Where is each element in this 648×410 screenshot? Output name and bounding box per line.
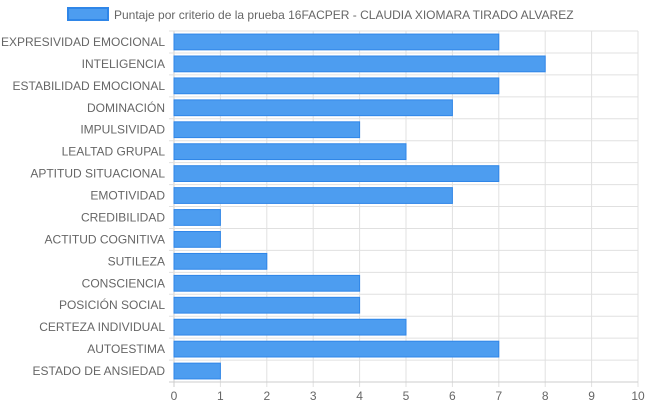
x-tick-label: 0: [171, 389, 178, 403]
category-label: SUTILEZA: [108, 254, 165, 268]
category-label: INTELIGENCIA: [82, 57, 165, 71]
category-label: ESTABILIDAD EMOCIONAL: [13, 79, 166, 93]
category-label: DOMINACIÓN: [87, 100, 165, 115]
category-label: APTITUD SITUACIONAL: [30, 167, 165, 181]
x-tick-label: 7: [495, 389, 502, 403]
x-tick-label: 6: [449, 389, 456, 403]
bar[interactable]: [173, 77, 500, 95]
x-tick-label: 1: [217, 389, 224, 403]
bar[interactable]: [173, 231, 221, 248]
category-label: ACTITUD COGNITIVA: [45, 232, 165, 246]
legend-label[interactable]: Puntaje por criterio de la prueba 16FACP…: [114, 8, 574, 22]
category-labels: EXPRESIVIDAD EMOCIONAL INTELIGENCIA ESTABI…: [1, 35, 165, 378]
bar[interactable]: [173, 55, 546, 73]
category-label: EMOTIVIDAD: [90, 189, 165, 203]
category-label: IMPULSIVIDAD: [80, 123, 165, 137]
x-tick-label: 4: [356, 389, 363, 403]
category-label: ESTADO DE ANSIEDAD: [33, 364, 166, 378]
bars-layer: [173, 33, 546, 380]
legend-swatch[interactable]: [67, 7, 109, 21]
category-label: CONSCIENCIA: [82, 276, 165, 290]
bar[interactable]: [173, 209, 221, 226]
category-label: AUTOESTIMA: [87, 342, 165, 356]
bar[interactable]: [173, 296, 361, 314]
x-tick-label: 5: [403, 389, 410, 403]
bar[interactable]: [173, 318, 407, 336]
x-tick-label: 3: [310, 389, 317, 403]
bar[interactable]: [173, 143, 407, 161]
category-label: EXPRESIVIDAD EMOCIONAL: [1, 35, 165, 49]
bar[interactable]: [173, 121, 361, 139]
bar[interactable]: [173, 340, 500, 358]
bar[interactable]: [173, 99, 453, 117]
bar[interactable]: [173, 187, 453, 204]
x-tick-labels: 0 1 2 3 4 5 6 7 8 9 10: [171, 389, 645, 403]
x-tick-label: 10: [631, 389, 645, 403]
bar[interactable]: [173, 33, 500, 51]
category-label: POSICIÓN SOCIAL: [59, 297, 165, 312]
legend[interactable]: Puntaje por criterio de la prueba 16FACP…: [67, 7, 574, 22]
bar[interactable]: [173, 274, 361, 292]
bar[interactable]: [173, 362, 221, 380]
category-label: CERTEZA INDIVIDUAL: [39, 320, 165, 334]
category-label: CREDIBILIDAD: [81, 210, 165, 224]
category-label: LEALTAD GRUPAL: [62, 145, 166, 159]
x-tick-label: 2: [263, 389, 270, 403]
x-tick-label: 9: [588, 389, 595, 403]
bar[interactable]: [173, 165, 500, 182]
bar[interactable]: [173, 252, 268, 270]
x-tick-label: 8: [542, 389, 549, 403]
